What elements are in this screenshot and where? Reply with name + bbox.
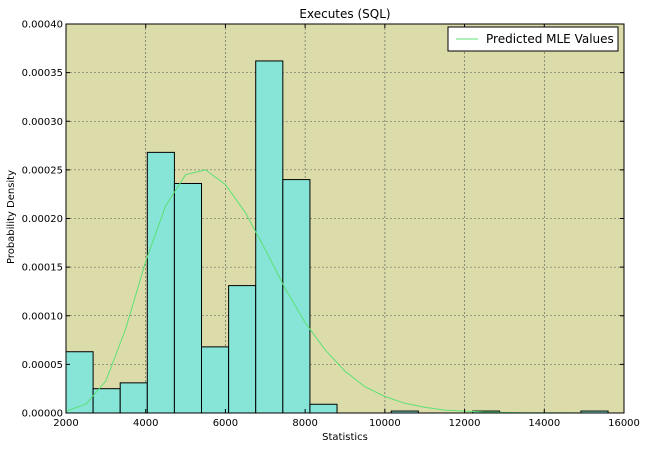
y-tick-label: 0.00000 <box>22 409 63 420</box>
y-tick-label: 0.00025 <box>22 165 63 176</box>
histogram-bar <box>228 285 257 414</box>
y-tick-label: 0.00020 <box>22 214 63 225</box>
histogram-bar <box>92 388 121 414</box>
y-tick-label: 0.00005 <box>22 360 63 371</box>
y-tick-label: 0.00010 <box>22 311 63 322</box>
x-tick-label: 2000 <box>53 418 78 429</box>
x-axis-ticks: 2000 4000 6000 8000 10000 12000 14000 16000 <box>53 24 640 429</box>
histogram-bar <box>119 382 148 414</box>
chart-title: Executes (SQL) <box>299 7 390 21</box>
y-axis-label: Probability Density <box>6 170 17 264</box>
y-axis-ticks: 0.00000 0.00005 0.00010 0.00015 0.00020 0.000… <box>22 20 624 420</box>
histogram-bar <box>309 403 338 414</box>
x-tick-label: 12000 <box>449 418 481 429</box>
x-tick-label: 4000 <box>133 418 158 429</box>
legend-label: Predicted MLE Values <box>486 32 614 46</box>
x-tick-label: 16000 <box>608 418 640 429</box>
x-tick-label: 14000 <box>528 418 560 429</box>
x-tick-label: 6000 <box>213 418 238 429</box>
y-tick-label: 0.00035 <box>22 68 63 79</box>
y-tick-label: 0.00015 <box>22 263 63 274</box>
histogram-bar <box>146 151 175 414</box>
x-tick-label: 10000 <box>369 418 401 429</box>
y-tick-label: 0.00040 <box>22 20 63 31</box>
y-tick-label: 0.00030 <box>22 117 63 128</box>
x-axis-label: Statistics <box>322 432 368 443</box>
histogram-bar <box>282 179 311 414</box>
x-tick-label: 8000 <box>292 418 317 429</box>
histogram-bar <box>65 351 94 414</box>
histogram-bar <box>255 60 284 414</box>
legend: Predicted MLE Values <box>447 26 619 52</box>
histogram-bar <box>173 182 203 414</box>
histogram-bar <box>201 346 230 414</box>
